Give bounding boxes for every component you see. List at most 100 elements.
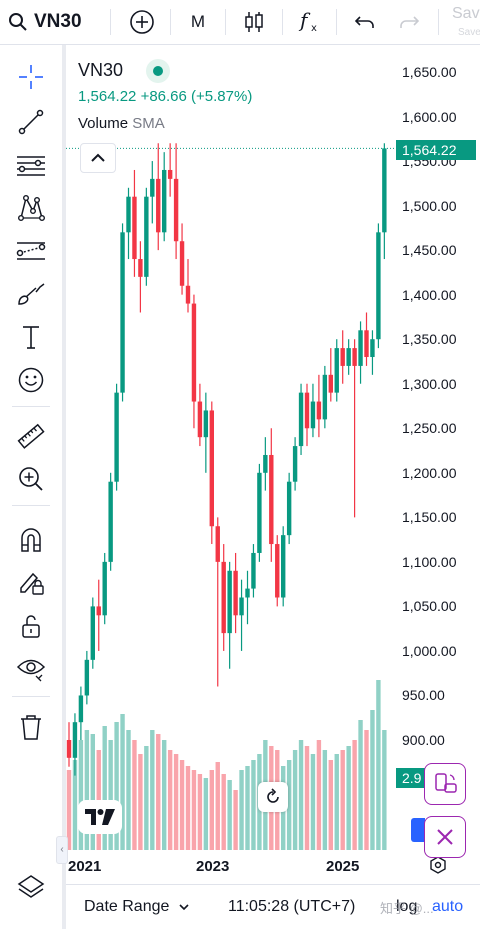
date-range-button[interactable]: Date Range — [84, 898, 190, 916]
volume-bar — [328, 760, 333, 850]
y-tick-label: 1,150.00 — [402, 509, 457, 525]
volume-bar — [191, 770, 197, 850]
toolbar-collapse-handle[interactable]: ‹ — [56, 836, 68, 864]
candle-body — [203, 410, 209, 438]
volume-bar — [72, 760, 78, 850]
candle-body — [227, 570, 232, 634]
candle-body — [72, 722, 78, 758]
candle-body — [298, 392, 304, 447]
fib-icon[interactable] — [15, 149, 47, 181]
candle-body — [126, 196, 131, 233]
bottom-toolbar — [66, 884, 480, 930]
candle-body — [281, 535, 286, 598]
volume-bar — [150, 730, 155, 850]
chevron-up-icon — [91, 153, 105, 162]
search-icon — [9, 13, 27, 31]
plus-circle-icon — [130, 10, 154, 34]
toolbar-divider — [110, 9, 111, 35]
volume-bar — [203, 778, 209, 850]
candle-body — [304, 392, 310, 429]
candle-body — [138, 259, 143, 277]
volume-bar — [233, 790, 238, 850]
candle-body — [221, 561, 226, 634]
layers-icon[interactable] — [15, 871, 47, 903]
volume-bar — [215, 762, 220, 850]
candle-body — [173, 178, 179, 242]
chevron-down-icon — [179, 904, 189, 910]
save-button[interactable]: Save — [452, 5, 480, 22]
projection-icon[interactable] — [15, 235, 47, 267]
close-button[interactable] — [424, 816, 466, 858]
volume-bar — [221, 774, 226, 850]
volume-label: Volume — [78, 115, 129, 132]
symbol-search-button[interactable]: VN30 — [8, 6, 82, 38]
candle-body — [328, 374, 333, 393]
undo-button[interactable] — [352, 6, 378, 38]
candle-body — [162, 169, 167, 233]
interval-button[interactable]: M — [190, 12, 206, 31]
sma-label: SMA — [132, 115, 165, 132]
legend-change-pct: (+5.87%) — [191, 88, 253, 105]
text-icon[interactable] — [15, 321, 47, 353]
compare-button[interactable] — [126, 6, 158, 38]
svg-text:x: x — [311, 23, 317, 34]
ruler-icon[interactable] — [15, 421, 47, 453]
volume-bar — [90, 734, 95, 850]
chart-type-button[interactable] — [240, 6, 268, 38]
volume-bar — [227, 780, 232, 850]
unlock-icon[interactable] — [15, 610, 47, 642]
collapse-legend-button[interactable] — [80, 143, 116, 173]
volume-bar — [138, 754, 143, 850]
y-tick-label: 1,300.00 — [402, 375, 457, 392]
redo-button[interactable] — [396, 6, 422, 38]
volume-bar — [209, 770, 214, 850]
zoom-in-icon[interactable] — [15, 463, 47, 495]
crosshair-icon[interactable] — [15, 61, 47, 93]
watermark-text: 知乎 @... — [380, 901, 434, 916]
candle-body — [376, 232, 381, 340]
volume-bar — [346, 746, 351, 850]
volume-bar — [340, 750, 345, 850]
candle-body — [132, 196, 137, 260]
reset-chart-button[interactable] — [258, 782, 288, 812]
emoji-icon[interactable] — [15, 364, 47, 396]
eye-icon[interactable] — [15, 652, 47, 684]
y-tick-label: 1,000.00 — [402, 642, 457, 659]
date-range-label: Date Range — [84, 898, 170, 915]
volume-bar — [126, 730, 131, 850]
candle-body — [179, 241, 185, 286]
volume-bar — [78, 740, 84, 850]
undo-icon — [355, 16, 374, 28]
y-tick-label: 950.00 — [402, 687, 445, 703]
lock-pencil-icon[interactable] — [15, 566, 47, 598]
timezone-clock[interactable]: 11:05:28 (UTC+7) — [228, 898, 356, 915]
tradingview-logo-icon — [85, 809, 115, 825]
magnet-icon[interactable] — [15, 523, 47, 555]
candle-body — [310, 401, 316, 429]
volume-bar — [84, 730, 90, 850]
auto-scale-toggle[interactable]: auto — [432, 898, 464, 915]
candle-body — [346, 348, 351, 366]
y-tick-label: 1,250.00 — [402, 420, 457, 436]
brush-icon[interactable] — [15, 278, 47, 310]
axis-settings-icon[interactable] — [429, 856, 447, 874]
rotate-device-button[interactable] — [424, 763, 466, 805]
candle-body — [263, 454, 268, 473]
symbol-name: VN30 — [34, 11, 82, 32]
volume-bar — [167, 750, 173, 850]
volume-bar — [144, 746, 149, 850]
candle-body — [322, 374, 328, 420]
trash-icon[interactable] — [15, 711, 47, 743]
candle-body — [358, 330, 363, 366]
log-scale-toggle[interactable]: log — [396, 898, 418, 915]
trend-line-icon[interactable] — [15, 106, 47, 138]
toolbar-separator — [12, 505, 50, 506]
candle-body — [156, 178, 161, 233]
y-tick-label: 1,200.00 — [402, 464, 457, 481]
candle-body — [144, 196, 149, 277]
x-tick-label: 2021 — [68, 858, 102, 875]
candle-body — [120, 232, 125, 393]
pattern-icon[interactable] — [15, 192, 47, 224]
close-icon — [437, 829, 453, 845]
